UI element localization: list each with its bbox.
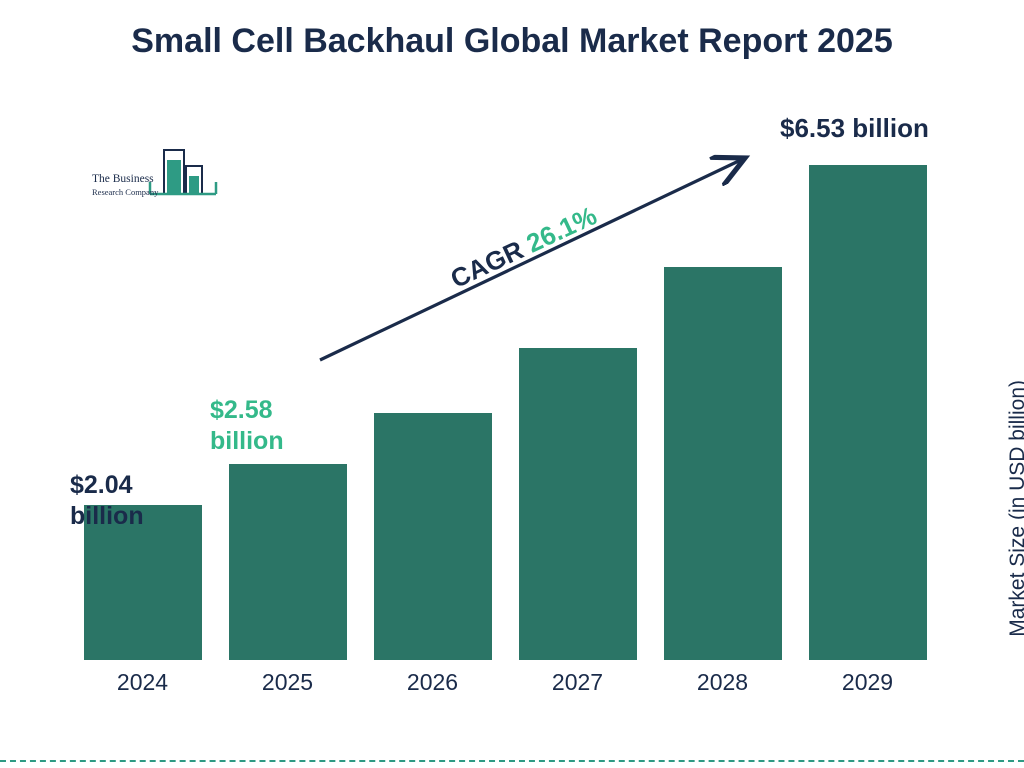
bar-slot-2028: 2028 <box>663 267 783 660</box>
bar-2027 <box>519 348 637 660</box>
y-axis-label: Market Size (in USD billion) <box>1006 380 1024 637</box>
bar-chart: 2024 2025 2026 2027 2028 2029 <box>70 130 940 700</box>
xlabel-2029: 2029 <box>798 669 938 696</box>
xlabel-2026: 2026 <box>363 669 503 696</box>
bar-2026 <box>374 413 492 660</box>
bar-slot-2029: 2029 <box>808 165 928 660</box>
footer-dash-line <box>0 760 1024 762</box>
xlabel-2024: 2024 <box>73 669 213 696</box>
chart-title: Small Cell Backhaul Global Market Report… <box>0 20 1024 63</box>
bar-2025 <box>229 464 347 660</box>
bar-2028 <box>664 267 782 660</box>
bar-slot-2027: 2027 <box>518 348 638 660</box>
bar-slot-2025: 2025 <box>228 464 348 660</box>
bar-2029 <box>809 165 927 660</box>
value-label-2024: $2.04 billion <box>70 470 144 533</box>
xlabel-2025: 2025 <box>218 669 358 696</box>
value-label-2025: $2.58 billion <box>210 395 284 458</box>
bar-container: 2024 2025 2026 2027 2028 2029 <box>70 140 940 660</box>
bar-slot-2026: 2026 <box>373 413 493 660</box>
xlabel-2027: 2027 <box>508 669 648 696</box>
value-label-2029: $6.53 billion <box>780 112 929 145</box>
xlabel-2028: 2028 <box>653 669 793 696</box>
